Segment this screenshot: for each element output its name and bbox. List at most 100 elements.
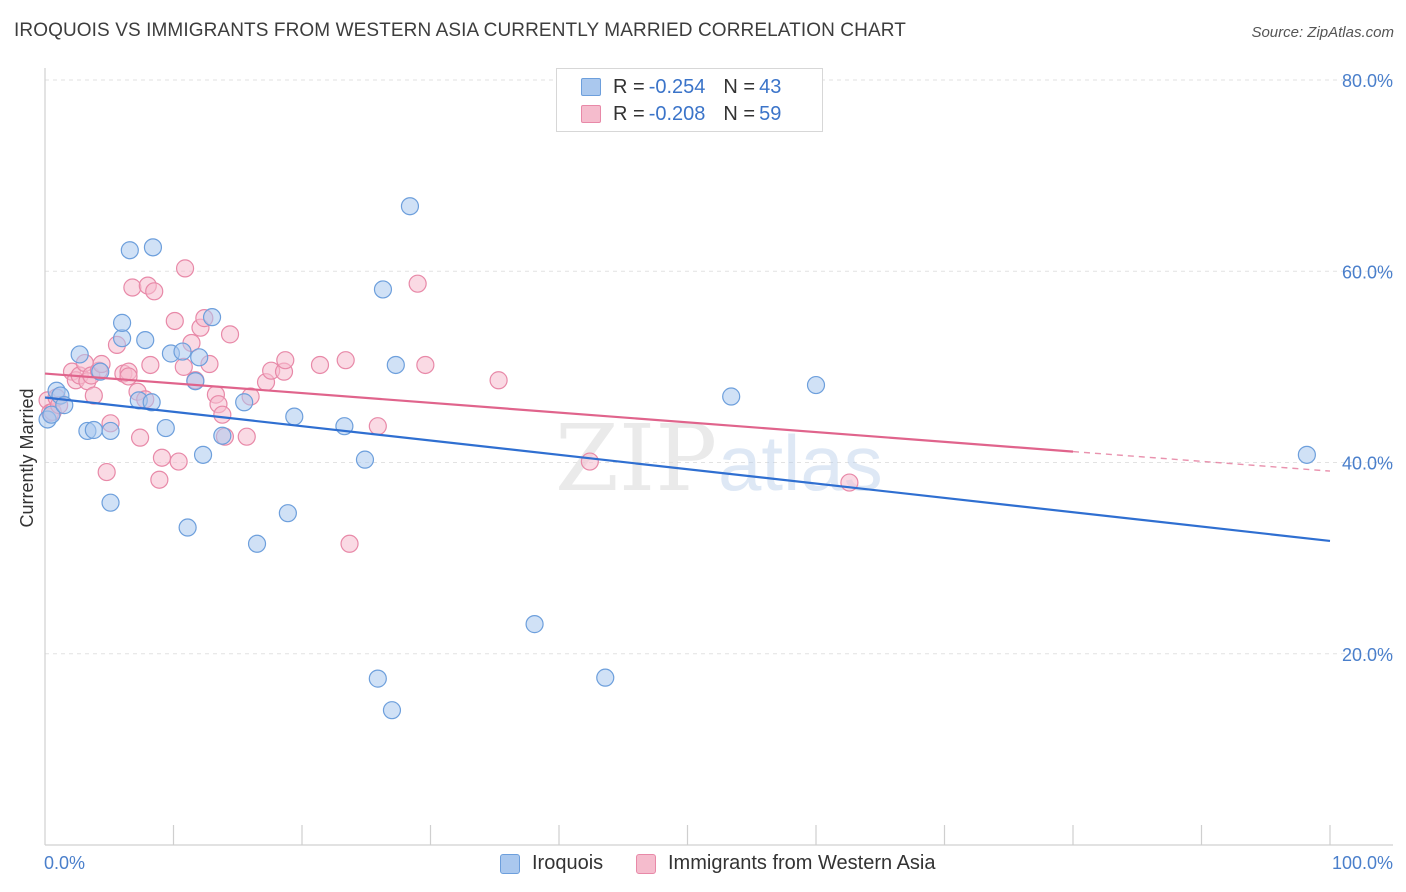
y-tick-label: 20.0% (1342, 645, 1393, 665)
point-iroquois (91, 362, 110, 381)
point-iroquois (278, 504, 297, 523)
point-iroquois (368, 669, 387, 688)
point-immigrants (123, 278, 142, 297)
point-iroquois (193, 445, 213, 464)
bottom-legend-iroquois: Iroquois (500, 852, 603, 875)
point-iroquois (525, 615, 544, 634)
trendline-iroquois (44, 396, 1331, 543)
legend-n-label: N = (723, 102, 756, 125)
point-iroquois (101, 421, 120, 441)
point-iroquois (806, 375, 826, 395)
axes (44, 68, 1393, 846)
point-immigrants (340, 534, 359, 553)
point-iroquois (722, 387, 741, 406)
legend-r-value: -0.254 (648, 75, 706, 98)
point-immigrants (130, 428, 150, 447)
point-iroquois (373, 280, 393, 299)
point-iroquois (136, 331, 155, 350)
point-iroquois (596, 668, 615, 687)
point-iroquois (386, 355, 405, 375)
point-iroquois (178, 518, 197, 537)
point-iroquois (186, 372, 205, 391)
point-immigrants (237, 427, 256, 446)
point-immigrants (220, 325, 240, 344)
source-label: Source: ZipAtlas.com (1251, 24, 1394, 41)
watermark: ZIP atlas (555, 405, 883, 512)
y-tick-label: 60.0% (1342, 262, 1393, 282)
series-immigrants-western-asia (38, 259, 859, 553)
grid-lines (45, 79, 1393, 655)
trendline-immigrants (44, 372, 1074, 453)
point-immigrants (84, 386, 103, 405)
y-tick-label: 40.0% (1342, 454, 1393, 474)
point-iroquois (84, 420, 103, 440)
point-immigrants (119, 367, 138, 386)
legend-r-label: R = (613, 102, 645, 125)
point-immigrants (276, 351, 295, 370)
point-iroquois (355, 450, 375, 469)
point-iroquois (156, 418, 175, 438)
legend-r-value: -0.208 (648, 102, 706, 125)
watermark-atlas: atlas (718, 419, 883, 507)
point-iroquois (120, 241, 139, 260)
point-iroquois (143, 238, 163, 257)
point-iroquois (400, 197, 420, 216)
point-iroquois (247, 534, 267, 553)
x-tick-label-max: 100.0% (1332, 853, 1393, 873)
point-iroquois (112, 329, 132, 348)
point-iroquois (142, 393, 161, 412)
legend-swatch-immigrants (581, 105, 601, 123)
point-immigrants (416, 355, 435, 375)
point-iroquois (213, 426, 232, 445)
point-immigrants (368, 417, 387, 436)
legend-row-immigrants: R = -0.208 N = 59 (581, 102, 781, 126)
bottom-legend-label: Immigrants from Western Asia (668, 852, 936, 874)
point-iroquois (235, 393, 254, 412)
point-immigrants (580, 452, 599, 471)
bottom-swatch-iroquois (500, 853, 520, 874)
trendlines (44, 372, 1331, 543)
point-immigrants (175, 259, 195, 278)
point-immigrants (97, 462, 116, 482)
chart-title: IROQUOIS VS IMMIGRANTS FROM WESTERN ASIA… (14, 20, 906, 41)
point-iroquois (112, 313, 132, 332)
point-immigrants (165, 311, 184, 331)
bottom-swatch-immigrants (636, 853, 656, 874)
point-immigrants (174, 357, 193, 376)
y-tick-label: 80.0% (1342, 71, 1393, 91)
point-iroquois (1297, 445, 1316, 464)
point-immigrants (152, 448, 172, 467)
legend-n-value: 43 (759, 75, 782, 98)
point-iroquois (382, 701, 402, 720)
point-immigrants (310, 355, 330, 375)
axis-labels: 20.0% 40.0% 60.0% 80.0% 0.0% 100.0% Currently … (17, 71, 1393, 873)
legend-row-iroquois: R = -0.254 N = 43 (581, 75, 781, 99)
watermark-zip: ZIP (555, 405, 717, 512)
point-iroquois (190, 348, 209, 367)
x-tick-label-min: 0.0% (44, 853, 85, 873)
correlation-legend: R = -0.254 N = 43 R = -0.208 N = 59 (556, 68, 823, 132)
legend-n-value: 59 (759, 102, 782, 125)
point-immigrants (145, 282, 164, 301)
trendline-immigrants-extension (1072, 450, 1331, 472)
bottom-legend-immigrants: Immigrants from Western Asia (636, 852, 935, 875)
point-iroquois (285, 407, 304, 426)
point-iroquois (70, 345, 89, 364)
bottom-legend-label: Iroquois (532, 852, 604, 874)
legend-swatch-iroquois (581, 78, 601, 96)
y-axis-title: Currently Married (17, 388, 37, 527)
point-immigrants (489, 371, 508, 390)
point-immigrants (169, 452, 188, 471)
legend-r-label: R = (613, 75, 645, 98)
point-iroquois (173, 342, 192, 361)
point-immigrants (150, 470, 169, 489)
point-iroquois (42, 405, 61, 424)
point-immigrants (336, 351, 355, 370)
legend-n-label: N = (723, 75, 756, 98)
point-immigrants (408, 274, 427, 293)
point-immigrants (213, 405, 232, 424)
point-immigrants (141, 355, 160, 375)
point-iroquois (101, 493, 120, 512)
point-iroquois (202, 308, 222, 327)
